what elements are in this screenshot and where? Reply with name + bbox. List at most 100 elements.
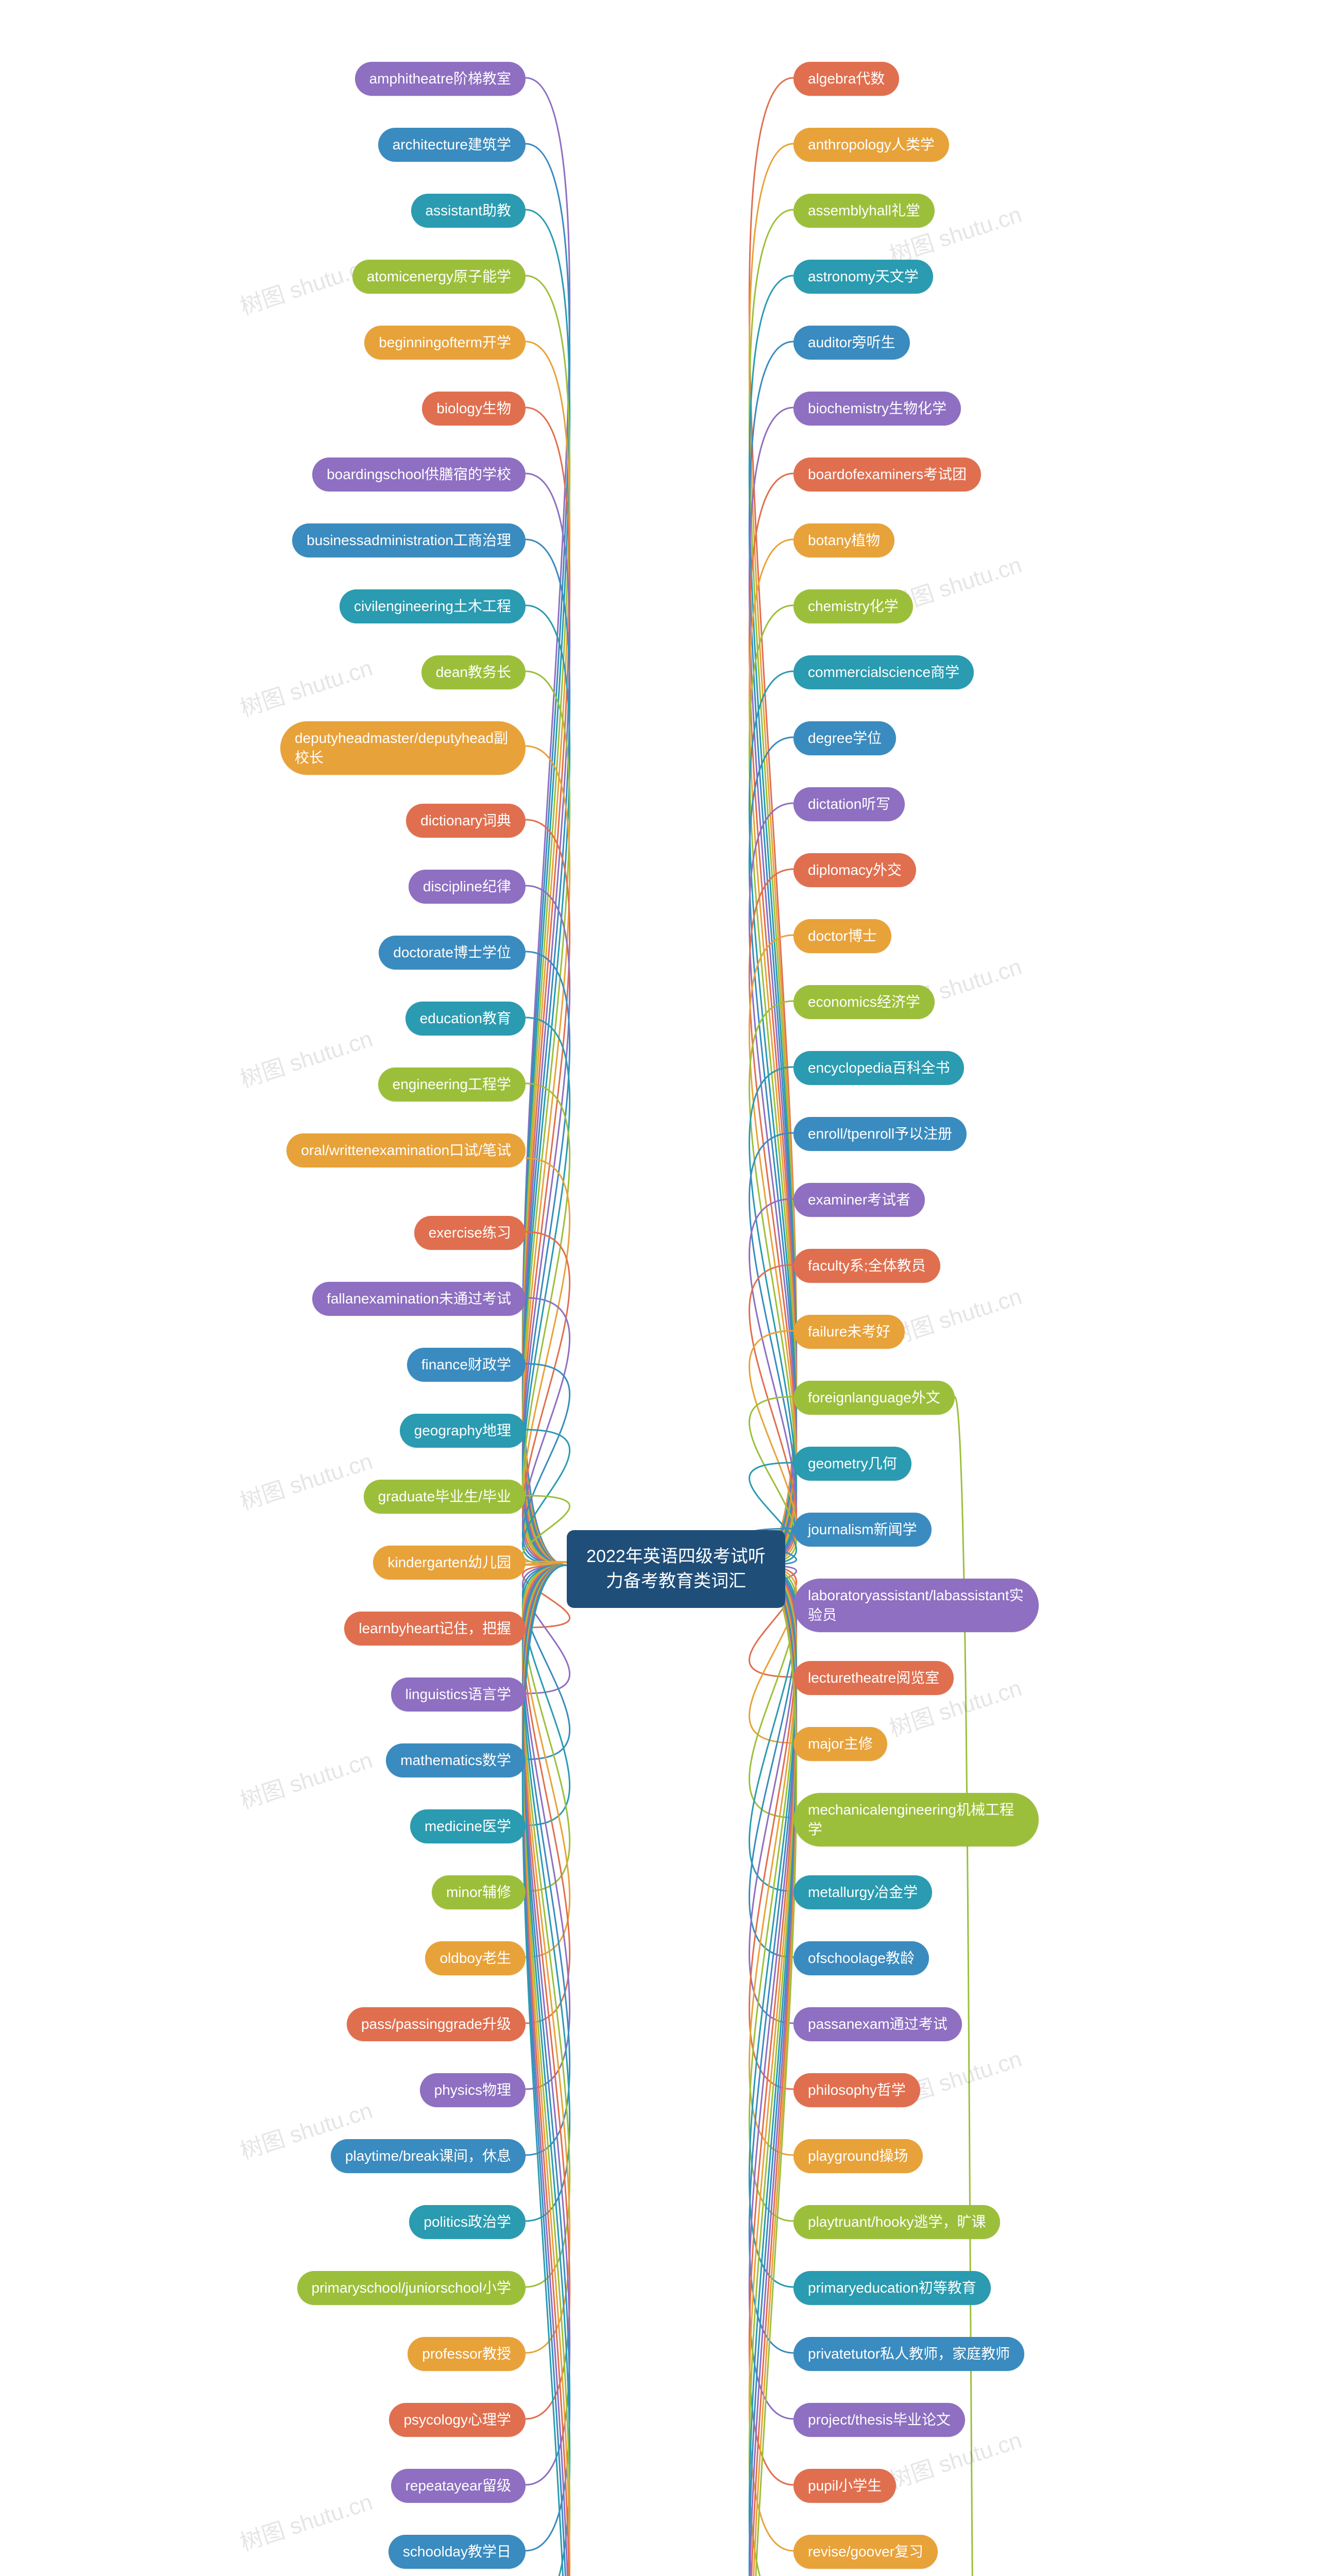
right-node: commercialscience商学: [793, 655, 974, 689]
left-node: primaryschool/juniorschool小学: [297, 2271, 526, 2305]
edge: [522, 886, 569, 1565]
edge: [749, 1565, 796, 2089]
edge: [522, 1565, 569, 2576]
left-node: amphitheatre阶梯教室: [355, 62, 526, 96]
edge: [749, 1565, 796, 2551]
edge: [522, 1430, 569, 1565]
right-node: auditor旁听生: [793, 326, 910, 360]
edge: [749, 1565, 796, 2576]
watermark: 树图 shutu.cn: [235, 649, 376, 723]
left-node: architecture建筑学: [378, 128, 526, 162]
watermark: 树图 shutu.cn: [885, 1278, 1025, 1351]
left-node: engineering工程学: [378, 1067, 526, 1101]
left-node: oldboy老生: [425, 1941, 526, 1975]
right-node: failure未考好: [793, 1315, 905, 1349]
edge: [749, 1565, 796, 2023]
edge: [522, 1565, 569, 1759]
right-node: astronomy天文学: [793, 260, 933, 294]
right-node: journalism新闻学: [793, 1513, 932, 1547]
right-node: pupil小学生: [793, 2469, 896, 2503]
edge: [749, 869, 796, 1565]
left-node: assistant助教: [411, 194, 526, 228]
edge: [749, 1565, 796, 1891]
edge: [522, 1565, 569, 2089]
left-node: boardingschool供膳宿的学校: [312, 457, 526, 492]
left-node: oral/writtenexamination口试/笔试: [286, 1133, 526, 1167]
right-node: dictation听写: [793, 787, 905, 821]
edge: [522, 1565, 569, 2353]
center-node: 2022年英语四级考试听力备考教育类词汇: [567, 1530, 785, 1608]
right-node: degree学位: [793, 721, 896, 755]
edge: [749, 1067, 796, 1565]
edge: [522, 1565, 569, 2023]
edge: [522, 1565, 569, 2576]
edge: [522, 1565, 569, 2221]
edge: [749, 1565, 796, 2576]
edge: [749, 1565, 796, 2419]
edge: [522, 1083, 569, 1565]
edge: [522, 1158, 569, 1565]
edge: [749, 1199, 796, 1565]
edge: [522, 1565, 569, 2287]
edge: [522, 1565, 569, 1628]
edge: [522, 1496, 569, 1565]
left-node: physics物理: [420, 2073, 526, 2107]
left-node: psycology心理学: [389, 2403, 526, 2437]
right-node: biochemistry生物化学: [793, 392, 961, 426]
watermark: 树图 shutu.cn: [235, 1020, 376, 1094]
right-node: passanexam通过考试: [793, 2007, 962, 2041]
left-node: atomicenergy原子能学: [352, 260, 526, 294]
edge: [522, 1298, 569, 1565]
edge: [749, 1565, 796, 2576]
right-node: privatetutor私人教师，家庭教师: [793, 2337, 1024, 2371]
right-node: primaryeducation初等教育: [793, 2271, 991, 2305]
left-node: businessadministration工商治理: [292, 523, 526, 557]
right-node: algebra代数: [793, 62, 899, 96]
edge: [522, 1565, 569, 2576]
left-node: geography地理: [400, 1414, 526, 1448]
right-node: examiner考试者: [793, 1183, 925, 1217]
right-node: mechanicalengineering机械工程学: [793, 1793, 1039, 1846]
left-node: beginningofterm开学: [364, 326, 526, 360]
edge: [522, 1565, 569, 2155]
left-node: exercise练习: [414, 1216, 526, 1250]
watermark: 树图 shutu.cn: [235, 2483, 376, 2557]
edge: [522, 1565, 569, 2485]
edge: [522, 276, 569, 1565]
right-node: chemistry化学: [793, 589, 913, 623]
left-node: kindergarten幼儿园: [373, 1546, 526, 1580]
right-node: metallurgy冶金学: [793, 1875, 932, 1909]
edge: [749, 210, 796, 1565]
right-node: encyclopedia百科全书: [793, 1051, 964, 1085]
edge: [749, 1565, 796, 2287]
left-node: dean教务长: [421, 655, 526, 689]
edge: [522, 1565, 569, 2576]
right-node: anthropology人类学: [793, 128, 949, 162]
edge: [522, 1565, 569, 2419]
edge: [749, 1565, 796, 2221]
right-node: faculty系;全体教员: [793, 1249, 940, 1283]
right-node: boardofexaminers考试团: [793, 457, 981, 492]
edge: [522, 671, 569, 1565]
edge-layer: [0, 0, 1319, 2576]
left-node: discipline纪律: [409, 870, 526, 904]
edge: [522, 1565, 569, 2576]
left-node: schoolday教学日: [388, 2535, 526, 2569]
edge: [749, 1565, 796, 1957]
watermark: 树图 shutu.cn: [235, 1443, 376, 1516]
edge: [522, 78, 569, 1565]
edge: [522, 342, 569, 1565]
right-node: foreignlanguage外文: [793, 1381, 955, 1415]
left-node: civilengineering土木工程: [340, 589, 526, 623]
right-node: lecturetheatre阅览室: [793, 1661, 954, 1695]
left-node: learnbyheart记住，把握: [344, 1612, 526, 1646]
watermark: 树图 shutu.cn: [235, 1741, 376, 1815]
edge: [749, 539, 796, 1565]
left-node: minor辅修: [432, 1875, 526, 1909]
left-node: dictionary词典: [406, 804, 526, 838]
edge: [749, 1001, 796, 1565]
left-node: graduate毕业生/毕业: [364, 1480, 526, 1514]
left-node: pass/passinggrade升级: [347, 2007, 526, 2041]
left-node: fallanexamination未通过考试: [312, 1282, 526, 1316]
edge: [749, 605, 796, 1565]
